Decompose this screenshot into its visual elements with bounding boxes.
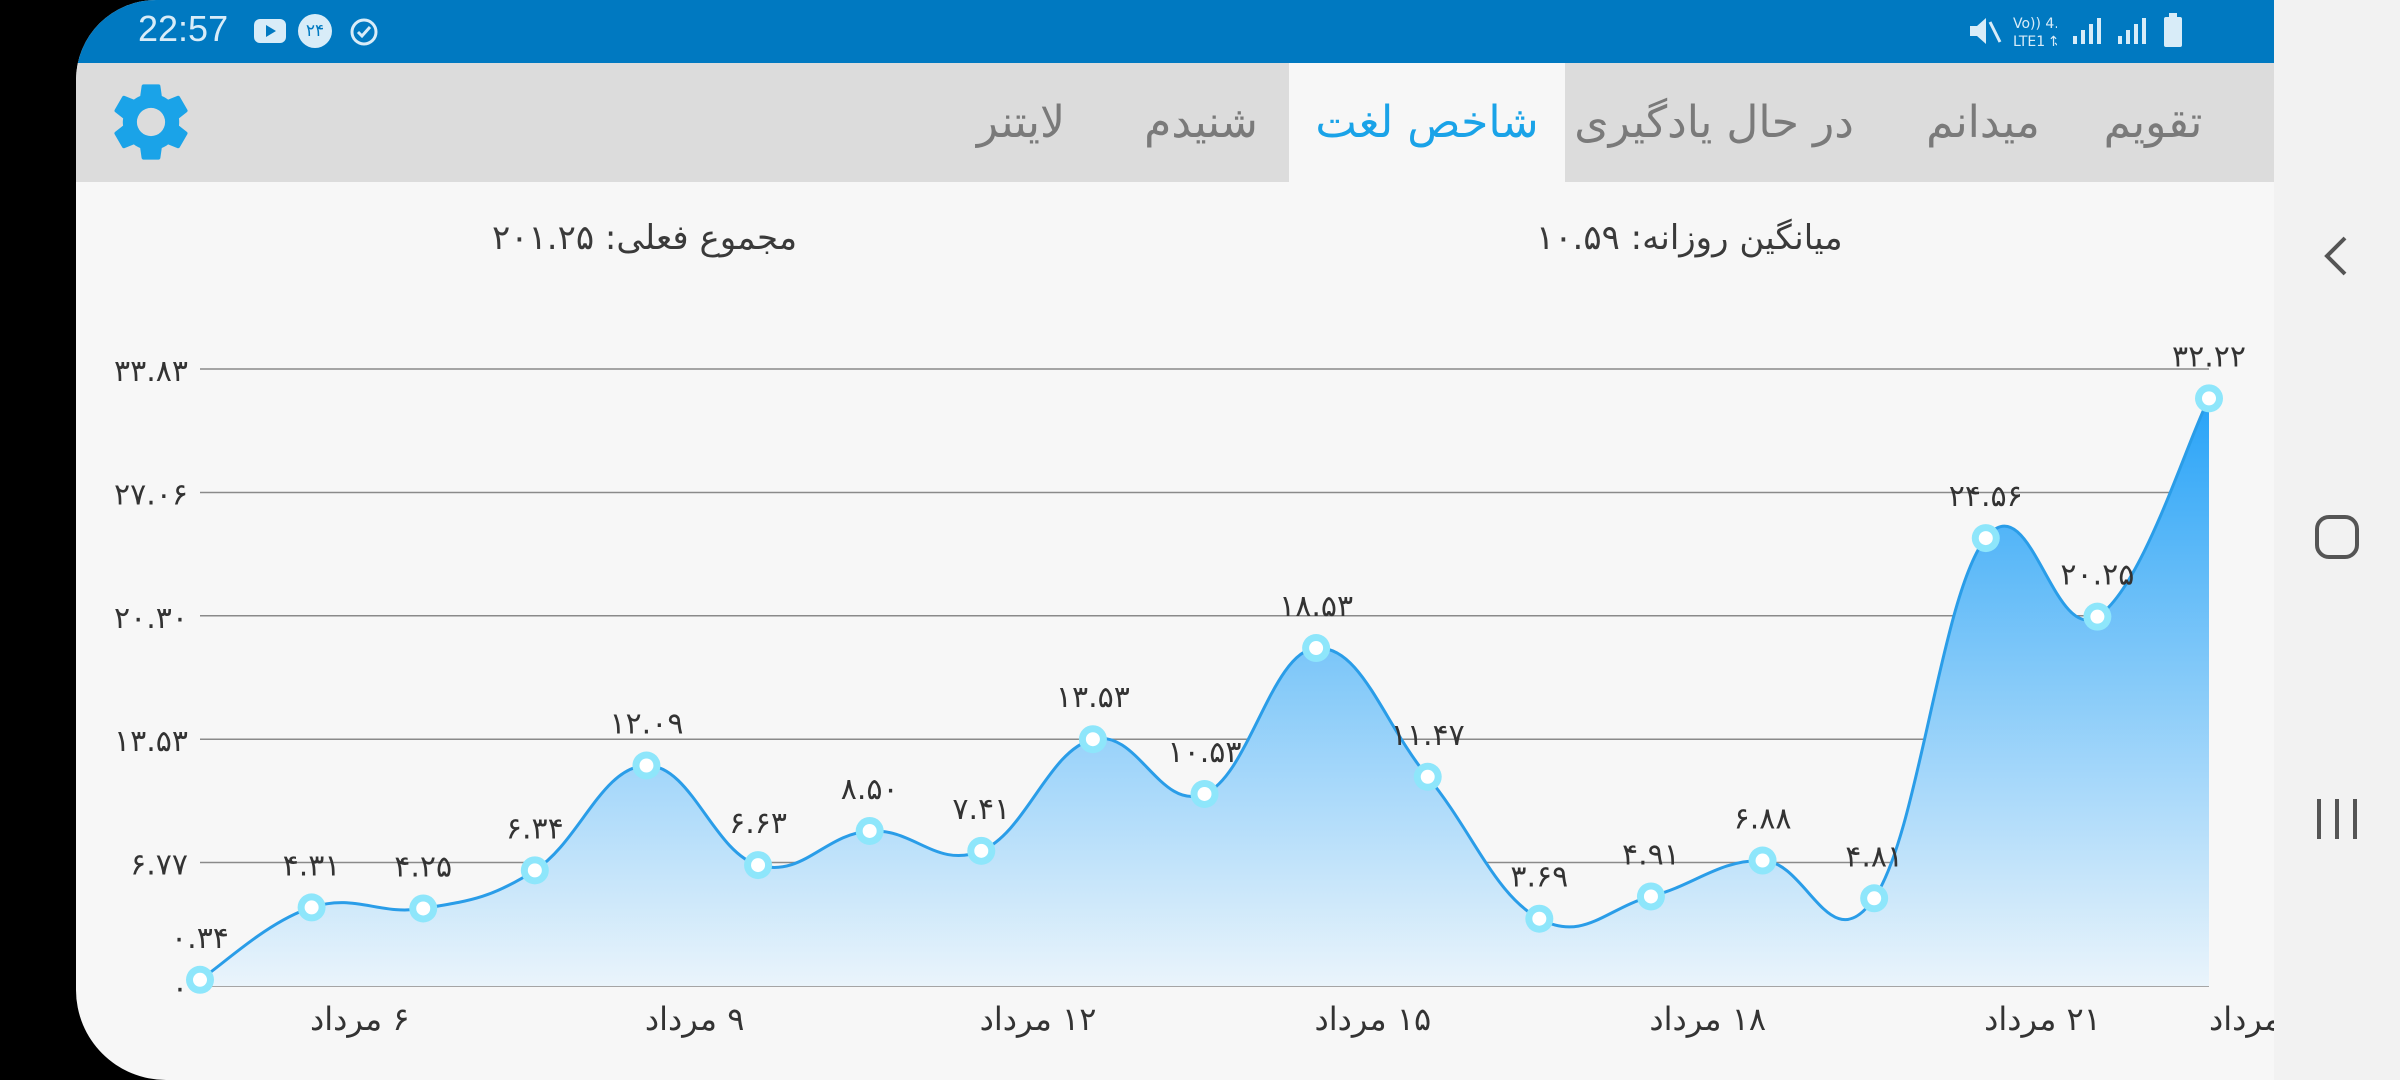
tab-calendar[interactable]: تقویم bbox=[2063, 63, 2243, 182]
data-label: ۶.۳۴ bbox=[506, 811, 564, 846]
data-point-center bbox=[193, 972, 207, 987]
current-total: مجموع فعلی: ۲۰۱.۲۵ bbox=[492, 218, 798, 258]
data-point-center bbox=[1309, 641, 1324, 656]
data-point-center bbox=[1420, 769, 1435, 784]
data-label: ۲۰.۲۵ bbox=[2060, 558, 2134, 593]
signal-icon-2 bbox=[2118, 18, 2146, 44]
data-point-center bbox=[974, 843, 989, 858]
data-label: ۷.۴۱ bbox=[952, 792, 1010, 827]
x-tick-label: ۱۲ مرداد bbox=[980, 1000, 1097, 1038]
gear-icon[interactable] bbox=[104, 75, 198, 169]
x-tick-label: ۱۵ مرداد bbox=[1315, 1000, 1432, 1038]
battery-icon bbox=[2164, 13, 2182, 47]
tab-known[interactable]: میدانم bbox=[1898, 63, 2068, 182]
data-label: ۳.۶۹ bbox=[1510, 860, 1568, 895]
data-point-center bbox=[1867, 891, 1882, 906]
tab-label: در حال یادگیری bbox=[1574, 97, 1854, 148]
svg-text:LTE1 ⇅: LTE1 ⇅ bbox=[2013, 34, 2057, 50]
data-label: ۱۸.۵۳ bbox=[1279, 589, 1353, 624]
tab-label: میدانم bbox=[1926, 97, 2040, 148]
data-label: ۳۲.۲۲ bbox=[2172, 339, 2246, 374]
svg-text:Vo)) 4.5G: Vo)) 4.5G bbox=[2013, 16, 2057, 32]
data-point-center bbox=[1978, 531, 1993, 546]
data-point-center bbox=[1532, 911, 1547, 926]
daily-average: میانگین روزانه: ۱۰.۵۹ bbox=[1536, 218, 1843, 258]
data-point-center bbox=[1197, 786, 1212, 801]
tab-word-index[interactable]: شاخص لغت bbox=[1289, 63, 1565, 182]
data-point-center bbox=[639, 758, 654, 773]
status-time: 22:57 bbox=[138, 8, 229, 49]
x-tick-label: ۶ مرداد bbox=[310, 1000, 410, 1038]
recents-icon[interactable] bbox=[2309, 791, 2365, 847]
chart-series-line bbox=[199, 397, 2211, 982]
data-label: ۴.۹۱ bbox=[1622, 837, 1680, 872]
tab-leitner[interactable]: لایتنر bbox=[936, 63, 1106, 182]
tab-heard[interactable]: شنیدم bbox=[1116, 63, 1286, 182]
tab-label: تقویم bbox=[2103, 97, 2203, 148]
data-point-center bbox=[1643, 889, 1658, 904]
navigation-bar bbox=[2274, 0, 2400, 1080]
data-label: ۴.۳۱ bbox=[283, 848, 341, 883]
status-bar: 22:57 ۲۴ Vo)) 4.5G LTE1 ⇅ bbox=[76, 0, 2274, 63]
data-label: ۲۴.۵۶ bbox=[1949, 479, 2023, 514]
data-point-center bbox=[862, 823, 877, 838]
alarm-check-icon bbox=[350, 18, 378, 46]
notification-badge: ۲۴ bbox=[298, 14, 332, 48]
data-label: ۱۱.۴۷ bbox=[1391, 718, 1465, 753]
data-point-center bbox=[416, 901, 431, 916]
y-tick-label: ۰ bbox=[172, 971, 188, 1006]
data-point-center bbox=[304, 900, 319, 915]
y-tick-label: ۲۰.۳۰ bbox=[114, 601, 188, 636]
y-tick-label: ۶.۷۷ bbox=[130, 848, 188, 883]
data-label: ۱۲.۰۹ bbox=[609, 706, 683, 741]
x-tick-label: ۲۱ مرداد bbox=[1984, 1000, 2101, 1038]
signal-icon-1 bbox=[2073, 18, 2101, 44]
data-label: ۸.۵۰ bbox=[841, 772, 899, 807]
data-label: ۴.۸۱ bbox=[1845, 839, 1903, 874]
data-point-center bbox=[2202, 391, 2216, 406]
x-tick-label: ۱۸ مرداد bbox=[1649, 1000, 1766, 1038]
data-label: ۶.۶۳ bbox=[729, 806, 787, 841]
tab-label: لایتنر bbox=[976, 97, 1066, 148]
data-point-center bbox=[2090, 609, 2105, 624]
data-label: ۱۰.۵۳ bbox=[1168, 735, 1242, 770]
y-tick-label: ۲۷.۰۶ bbox=[114, 477, 188, 512]
youtube-icon bbox=[254, 19, 286, 43]
data-point-center bbox=[527, 863, 542, 878]
data-label: ۰.۳۴ bbox=[171, 921, 229, 956]
tab-label: شنیدم bbox=[1144, 97, 1258, 148]
data-point-center bbox=[1085, 732, 1100, 747]
tab-label: شاخص لغت bbox=[1315, 97, 1539, 148]
chevron-left-icon[interactable] bbox=[2309, 228, 2365, 284]
square-icon[interactable] bbox=[2309, 509, 2365, 565]
tab-learning[interactable]: در حال یادگیری bbox=[1564, 63, 1864, 182]
data-label: ۶.۸۸ bbox=[1734, 802, 1792, 837]
y-tick-label: ۱۳.۵۳ bbox=[114, 724, 188, 759]
data-label: ۱۳.۵۳ bbox=[1056, 680, 1130, 715]
data-label: ۴.۲۵ bbox=[394, 849, 452, 884]
chart-area-fill bbox=[200, 398, 2209, 986]
y-tick-label: ۳۳.۸۳ bbox=[114, 354, 188, 389]
volte-lte-icon: Vo)) 4.5G LTE1 ⇅ bbox=[2013, 16, 2057, 50]
data-point-center bbox=[751, 858, 766, 873]
mute-icon bbox=[1970, 18, 2002, 44]
tab-bar: تقویم میدانم در حال یادگیری شاخص لغت شنی… bbox=[76, 63, 2274, 182]
data-point-center bbox=[1755, 853, 1770, 868]
x-tick-label: ۹ مرداد bbox=[645, 1000, 745, 1038]
